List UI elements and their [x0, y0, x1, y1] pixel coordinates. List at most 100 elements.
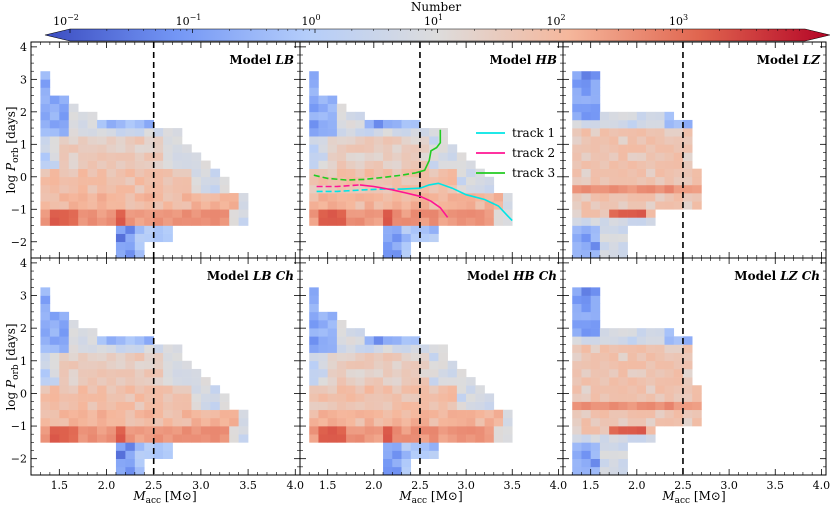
heatmap-cell — [327, 160, 338, 169]
heatmap-cell — [392, 409, 402, 419]
heatmap-cell — [49, 144, 60, 153]
heatmap-cell — [682, 176, 693, 186]
heatmap-cell — [327, 111, 338, 121]
heatmap-cell — [364, 160, 375, 169]
heatmap-cell — [125, 241, 136, 251]
heatmap-cell — [318, 144, 328, 153]
heatmap — [40, 287, 249, 475]
heatmap-cell — [503, 201, 513, 210]
heatmap-cell — [636, 217, 647, 226]
heatmap-cell — [210, 217, 221, 226]
heatmap-cell — [438, 144, 448, 153]
heatmap-cell — [429, 201, 439, 210]
heatmap-cell — [655, 152, 665, 161]
heatmap-cell — [627, 401, 638, 411]
heatmap-cell — [78, 336, 88, 345]
heatmap-cell — [419, 368, 430, 378]
heatmap-cell — [115, 225, 126, 234]
heatmap-cell — [59, 128, 70, 137]
heatmap-cell — [438, 434, 448, 443]
heatmap-cell — [59, 111, 70, 121]
heatmap-cell — [456, 193, 467, 202]
heatmap-cell — [238, 209, 249, 218]
heatmap-cell — [373, 176, 384, 186]
heatmap-cell — [609, 193, 619, 202]
panel-title: Model LZ — [757, 53, 822, 67]
heatmap-cell — [364, 426, 375, 435]
heatmap-cell — [125, 368, 136, 378]
heatmap-cell — [364, 360, 375, 370]
heatmap-cell — [627, 352, 638, 362]
heatmap-cell — [134, 136, 145, 145]
heatmap-cell — [456, 417, 467, 427]
heatmap-cell — [466, 377, 476, 386]
heatmap-cell — [572, 111, 582, 121]
heatmap-cell — [429, 450, 439, 459]
heatmap-cell — [655, 393, 665, 402]
track-line-dashed — [316, 184, 361, 188]
heatmap-cell — [572, 79, 582, 88]
heatmap-cell — [219, 409, 230, 419]
heatmap-cell — [484, 393, 495, 402]
heatmap-cell — [309, 401, 319, 411]
heatmap-cell — [106, 393, 117, 402]
heatmap-cell — [49, 344, 60, 353]
heatmap-cell — [327, 193, 338, 202]
heatmap-cell — [309, 311, 319, 321]
y-tick-label: 0 — [20, 387, 27, 400]
heatmap-cell — [673, 176, 684, 186]
heatmap-cell — [219, 434, 230, 443]
heatmap-cell — [115, 417, 126, 427]
heatmap-cell — [78, 184, 88, 194]
heatmap-cell — [401, 344, 412, 353]
heatmap-cell — [318, 385, 328, 394]
heatmap-cell — [49, 176, 60, 186]
heatmap-cell — [392, 176, 402, 186]
heatmap-cell — [392, 233, 402, 243]
heatmap-cell — [97, 377, 107, 386]
heatmap-cell — [692, 201, 702, 210]
heatmap-cell — [153, 409, 164, 419]
heatmap-cell — [229, 434, 239, 443]
heatmap-cell — [383, 249, 393, 258]
heatmap-cell — [59, 217, 70, 226]
heatmap-cell — [182, 168, 192, 178]
heatmap-cell — [392, 168, 402, 178]
heatmap-cell — [438, 201, 448, 210]
heatmap-cell — [191, 184, 202, 194]
heatmap-cell — [599, 417, 610, 427]
heatmap-cell — [59, 152, 70, 161]
heatmap-cell — [68, 152, 79, 161]
heatmap-cell — [59, 95, 70, 105]
heatmap-cell — [673, 152, 684, 161]
heatmap-cell — [182, 409, 192, 419]
colorbar-tick-exponent: 3 — [683, 13, 688, 22]
heatmap-cell — [191, 193, 202, 202]
heatmap-cell — [599, 344, 610, 353]
heatmap-cell — [87, 144, 98, 153]
heatmap-cell — [97, 119, 107, 129]
heatmap-cell — [590, 344, 601, 353]
heatmap-cell — [383, 176, 393, 186]
heatmap-cell — [692, 393, 702, 402]
heatmap-cell — [125, 233, 136, 243]
heatmap-cell — [572, 160, 582, 169]
heatmap-cell — [125, 442, 136, 451]
heatmap-cell — [115, 128, 126, 137]
heatmap-cell — [590, 450, 601, 459]
heatmap-cell — [618, 352, 628, 362]
heatmap-cell — [655, 336, 665, 345]
heatmap-cell — [336, 417, 347, 427]
heatmap-cell — [373, 144, 384, 153]
heatmap-cell — [429, 385, 439, 394]
heatmap-cell — [40, 160, 51, 169]
heatmap-cell — [590, 458, 601, 468]
heatmap-cell — [191, 426, 202, 435]
heatmap-cell — [200, 417, 211, 427]
heatmap-cell — [163, 450, 173, 459]
heatmap-cell — [87, 193, 98, 202]
heatmap-cell — [182, 360, 192, 370]
heatmap-cell — [364, 152, 375, 161]
heatmap-cell — [355, 201, 365, 210]
heatmap-cell — [78, 426, 88, 435]
